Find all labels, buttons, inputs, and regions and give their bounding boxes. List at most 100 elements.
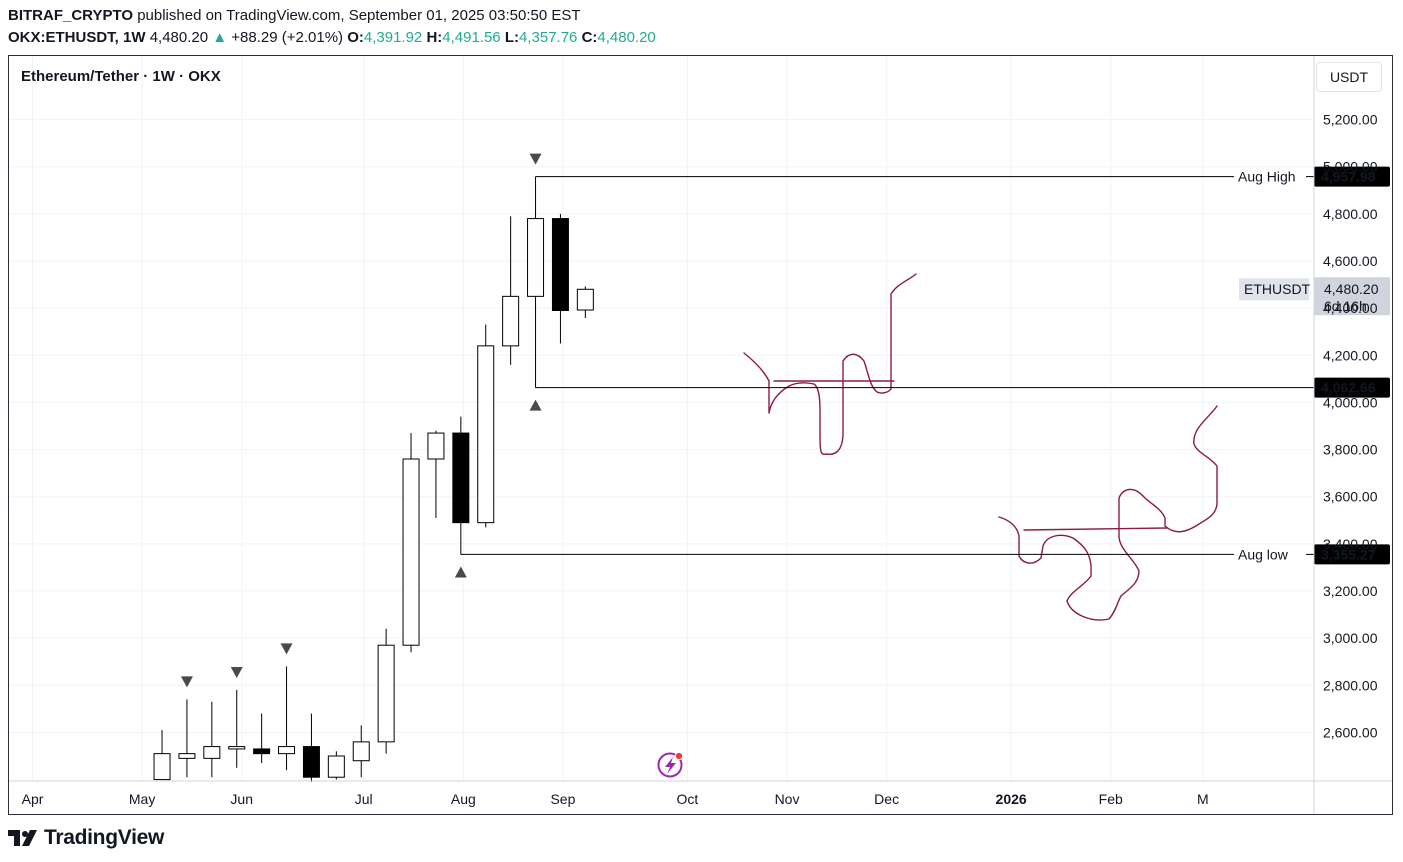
level-price-tag	[1314, 166, 1390, 187]
arrow-up-icon	[454, 566, 467, 578]
x-tick-label: Apr	[22, 791, 44, 807]
y-tick-label: 4,000.00	[1323, 394, 1378, 410]
published-text: published on TradingView.com, September …	[137, 7, 581, 24]
candle	[302, 713, 320, 782]
open-value: 4,391.92	[363, 29, 423, 46]
countdown-label: 6d 16h	[1324, 298, 1367, 314]
last-price: 4,480.20	[149, 29, 209, 46]
close-label: C:	[581, 29, 598, 46]
candle	[253, 713, 271, 764]
low-label: L:	[504, 29, 519, 46]
chart-frame: Aug High 4,957.98 4,062.66 Aug low 3,355.27 4…	[8, 55, 1393, 815]
candle-body	[228, 746, 246, 750]
candle	[477, 324, 495, 528]
last-price-label: 4,480.20	[1324, 281, 1379, 297]
y-tick-label: 3,600.00	[1323, 489, 1378, 505]
y-tick-label: 3,800.00	[1323, 442, 1378, 458]
triangle-up-icon: ▲	[212, 29, 228, 46]
arrow-up-icon	[529, 399, 542, 411]
projection-path-2-bar	[1023, 527, 1168, 531]
level-name: Aug low	[1238, 546, 1289, 562]
y-tick-label: 4,200.00	[1323, 347, 1378, 363]
candle	[278, 666, 296, 771]
candle	[551, 213, 569, 344]
y-tick-label: 3,000.00	[1323, 630, 1378, 646]
candle-body	[427, 432, 445, 460]
y-tick-label: 4,400.00	[1323, 300, 1378, 316]
x-tick-label: Aug	[451, 791, 476, 807]
candle-body	[527, 218, 545, 297]
chart-legend: Ethereum/Tether · 1W · OKX	[21, 68, 221, 85]
tradingview-logo-icon	[8, 830, 37, 846]
low-value: 4,357.76	[519, 29, 578, 46]
y-tick-label: 5,000.00	[1323, 159, 1378, 175]
candle	[377, 628, 395, 754]
lightning-icon[interactable]	[657, 751, 684, 778]
candle	[178, 699, 196, 778]
candle	[352, 725, 370, 778]
projection-path-1	[743, 273, 917, 456]
x-tick-label: Feb	[1099, 791, 1123, 807]
candle-body	[302, 746, 320, 778]
candle	[576, 286, 594, 319]
x-tick-label: Sep	[550, 791, 575, 807]
candle	[402, 433, 420, 653]
candle-body	[178, 753, 196, 759]
level-price-tag	[1314, 544, 1390, 565]
y-tick-label: 3,200.00	[1323, 583, 1378, 599]
symbol-tag	[1239, 278, 1309, 301]
candle-body	[477, 345, 495, 524]
x-tick-label: Jul	[355, 791, 373, 807]
footer-logo[interactable]: TradingView	[8, 826, 164, 850]
x-tick-label: May	[129, 791, 155, 807]
projection-path-2	[998, 405, 1218, 621]
high-value: 4,491.56	[442, 29, 501, 46]
candle-body	[502, 295, 520, 347]
high-label: H:	[426, 29, 443, 46]
candle	[452, 416, 470, 555]
candle	[527, 176, 545, 388]
candle-body	[452, 432, 470, 524]
candle-body	[551, 218, 569, 311]
x-tick-label: Jun	[230, 791, 253, 807]
level-price-label: 4,062.66	[1321, 380, 1376, 396]
arrow-down-icon	[529, 153, 542, 165]
candle	[228, 690, 246, 768]
x-tick-label: 2026	[996, 791, 1027, 807]
y-tick-label: 2,800.00	[1323, 677, 1378, 693]
candle-body	[377, 644, 395, 743]
arrow-down-icon	[280, 643, 293, 655]
level-name: Aug High	[1238, 169, 1296, 185]
y-tick-label: 5,200.00	[1323, 112, 1378, 128]
symbol-interval: OKX:ETHUSDT, 1W	[8, 29, 146, 46]
candle-body	[153, 753, 171, 781]
x-tick-label: Dec	[874, 791, 899, 807]
candle	[502, 216, 520, 365]
currency-button[interactable]: USDT	[1316, 62, 1382, 92]
x-tick-label: Oct	[677, 791, 699, 807]
level-price-label: 3,355.27	[1321, 546, 1376, 562]
change-value: +88.29 (+2.01%)	[231, 29, 344, 46]
author: BITRAF_CRYPTO	[8, 7, 134, 24]
candle-body	[576, 288, 594, 311]
candle-body	[352, 741, 370, 762]
chart-canvas[interactable]: Aug High 4,957.98 4,062.66 Aug low 3,355.27 4…	[9, 56, 1393, 815]
candle-body	[203, 746, 221, 759]
y-tick-label: 2,600.00	[1323, 724, 1378, 740]
last-price-tag	[1314, 277, 1390, 316]
candle	[427, 430, 445, 518]
y-tick-label: 4,800.00	[1323, 206, 1378, 222]
candle-body	[327, 755, 345, 778]
footer-brand: TradingView	[44, 826, 165, 849]
y-tick-label: 4,600.00	[1323, 253, 1378, 269]
x-tick-label: M	[1197, 791, 1209, 807]
candle	[327, 751, 345, 780]
arrow-down-icon	[230, 667, 243, 678]
candle-body	[278, 746, 296, 755]
candle	[203, 701, 221, 778]
level-price-label: 4,957.98	[1321, 169, 1376, 185]
x-tick-label: Nov	[775, 791, 800, 807]
close-value: 4,480.20	[597, 29, 656, 46]
open-label: O:	[347, 29, 364, 46]
candle	[153, 730, 171, 781]
